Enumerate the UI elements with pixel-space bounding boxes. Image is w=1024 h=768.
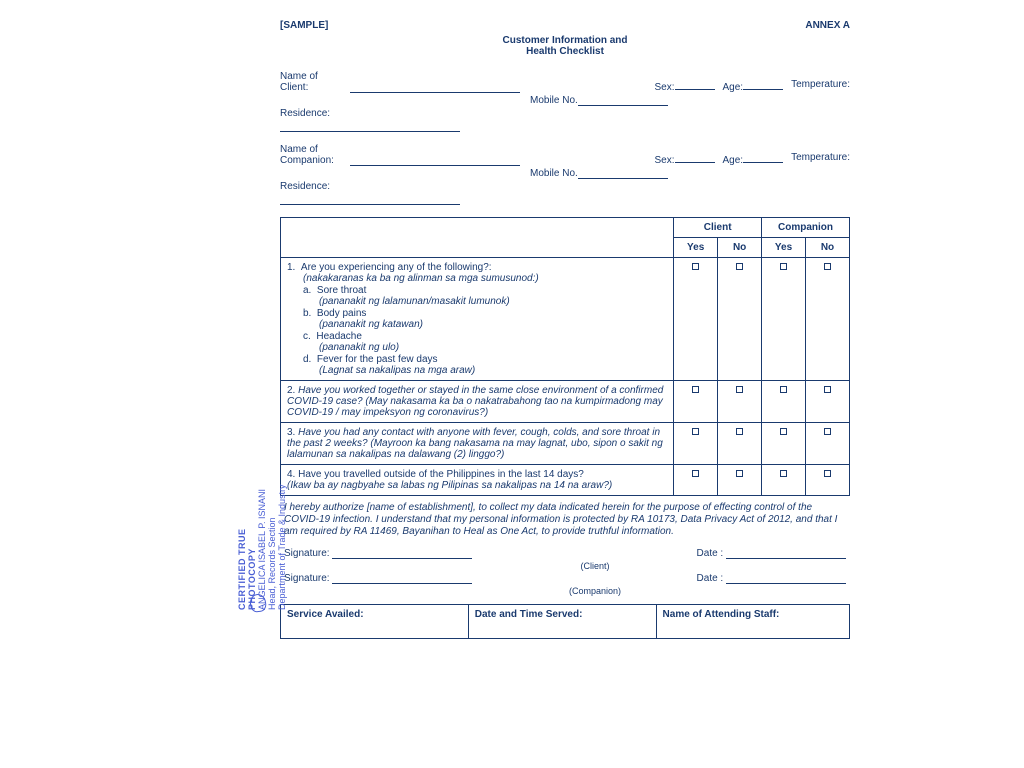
th-no: No xyxy=(718,238,762,258)
q2-text: Have you worked together or stayed in th… xyxy=(287,385,663,418)
form-page: [SAMPLE] ANNEX A Customer Information an… xyxy=(280,20,850,639)
q1b-sub: (pananakit ng katawan) xyxy=(303,319,423,330)
client-section: Name ofClient: Sex: Age: Temperature: Mo… xyxy=(280,71,850,132)
checkbox[interactable] xyxy=(780,386,787,393)
table-row: 2. Have you worked together or stayed in… xyxy=(281,381,850,423)
q1b: Body pains xyxy=(317,308,366,319)
date-label: Date : xyxy=(697,548,724,559)
companion-signature-field[interactable] xyxy=(332,573,472,584)
header-row: [SAMPLE] ANNEX A xyxy=(280,20,850,31)
attending-staff: Name of Attending Staff: xyxy=(656,605,849,639)
th-yes: Yes xyxy=(674,238,718,258)
companion-name-field[interactable] xyxy=(350,155,520,166)
checkbox[interactable] xyxy=(824,470,831,477)
companion-residence-field[interactable] xyxy=(280,194,460,205)
checkbox[interactable] xyxy=(692,263,699,270)
checkbox[interactable] xyxy=(736,428,743,435)
q1-num: 1. xyxy=(287,262,295,273)
th-companion: Companion xyxy=(762,218,850,238)
table-row: 3. Have you had any contact with anyone … xyxy=(281,423,850,465)
service-availed: Service Availed: xyxy=(281,605,469,639)
th-client: Client xyxy=(674,218,762,238)
q4-sub: (Ikaw ba ay nagbyahe sa labas ng Pilipin… xyxy=(287,480,612,491)
companion-date-field[interactable] xyxy=(726,573,846,584)
client-mobile-field[interactable] xyxy=(578,95,668,106)
client-name-field[interactable] xyxy=(350,82,520,93)
checkbox[interactable] xyxy=(824,263,831,270)
companion-mobile-field[interactable] xyxy=(578,168,668,179)
signature-label: Signature: xyxy=(284,573,330,584)
stamp-line-1: CERTIFIED TRUE PHOTOCOPY xyxy=(238,470,258,610)
mobile-label: Mobile No. xyxy=(530,95,578,106)
title-line-1: Customer Information and xyxy=(280,35,850,46)
mobile-label: Mobile No. xyxy=(530,168,578,179)
age-label: Age: xyxy=(723,82,744,93)
q1c: Headache xyxy=(316,331,362,342)
checkbox[interactable] xyxy=(692,428,699,435)
q4-text: Have you travelled outside of the Philip… xyxy=(298,469,584,480)
sex-label: Sex: xyxy=(654,155,674,166)
signature-label: Signature: xyxy=(284,548,330,559)
client-sig-caption: (Client) xyxy=(340,561,850,571)
companion-sex-field[interactable] xyxy=(675,152,715,163)
th-yes: Yes xyxy=(762,238,806,258)
checkbox[interactable] xyxy=(736,386,743,393)
q1d: Fever for the past few days xyxy=(317,354,438,365)
companion-name-label: Name ofCompanion: xyxy=(280,144,350,166)
q1c-lbl: c. xyxy=(303,331,311,342)
q2-num: 2. xyxy=(287,385,295,396)
checkbox[interactable] xyxy=(824,428,831,435)
service-table: Service Availed: Date and Time Served: N… xyxy=(280,604,850,639)
q1-sub: (nakakaranas ka ba ng alinman sa mga sum… xyxy=(287,273,667,284)
checkbox[interactable] xyxy=(736,470,743,477)
checkbox[interactable] xyxy=(780,263,787,270)
q1b-lbl: b. xyxy=(303,308,311,319)
q3-text: Have you had any contact with anyone wit… xyxy=(287,427,663,460)
q1d-sub: (Lagnat sa nakalipas na mga araw) xyxy=(303,365,475,376)
checkbox[interactable] xyxy=(736,263,743,270)
q3-num: 3. xyxy=(287,427,295,438)
stamp-line-4: Department of Trade & Industry xyxy=(278,470,288,610)
checkbox[interactable] xyxy=(824,386,831,393)
table-row: 1. Are you experiencing any of the follo… xyxy=(281,258,850,381)
checkbox[interactable] xyxy=(692,470,699,477)
client-name-label: Name ofClient: xyxy=(280,71,350,93)
checkbox[interactable] xyxy=(780,470,787,477)
temperature-label: Temperature: xyxy=(791,79,850,93)
client-sex-field[interactable] xyxy=(675,79,715,90)
sex-label: Sex: xyxy=(654,82,674,93)
q1a-sub: (pananakit ng lalamunan/masakit lumunok) xyxy=(303,296,510,307)
checkbox[interactable] xyxy=(780,428,787,435)
client-date-field[interactable] xyxy=(726,548,846,559)
table-row: 4. Have you travelled outside of the Phi… xyxy=(281,465,850,496)
form-title: Customer Information and Health Checklis… xyxy=(280,35,850,57)
residence-label: Residence: xyxy=(280,181,330,192)
client-signature-field[interactable] xyxy=(332,548,472,559)
th-no: No xyxy=(806,238,850,258)
sample-label: [SAMPLE] xyxy=(280,20,328,31)
annex-label: ANNEX A xyxy=(805,20,850,31)
q4-num: 4. xyxy=(287,469,295,480)
q1-text: Are you experiencing any of the followin… xyxy=(301,262,492,273)
q1a-lbl: a. xyxy=(303,285,311,296)
checkbox[interactable] xyxy=(692,386,699,393)
companion-age-field[interactable] xyxy=(743,152,783,163)
companion-sig-caption: (Companion) xyxy=(340,586,850,596)
certification-stamp: CERTIFIED TRUE PHOTOCOPY ANGELICA ISABEL… xyxy=(238,470,287,610)
companion-section: Name ofCompanion: Sex: Age: Temperature:… xyxy=(280,144,850,205)
title-line-2: Health Checklist xyxy=(280,46,850,57)
date-time-served: Date and Time Served: xyxy=(468,605,656,639)
age-label: Age: xyxy=(723,155,744,166)
residence-label: Residence: xyxy=(280,108,330,119)
client-age-field[interactable] xyxy=(743,79,783,90)
q1c-sub: (pananakit ng ulo) xyxy=(303,342,399,353)
temperature-label: Temperature: xyxy=(791,152,850,166)
q1d-lbl: d. xyxy=(303,354,311,365)
q1a: Sore throat xyxy=(317,285,366,296)
client-residence-field[interactable] xyxy=(280,121,460,132)
authorization-text: I hereby authorize [name of establishmen… xyxy=(284,502,846,538)
health-checklist-table: Client Companion Yes No Yes No 1. Are yo… xyxy=(280,217,850,496)
date-label: Date : xyxy=(697,573,724,584)
